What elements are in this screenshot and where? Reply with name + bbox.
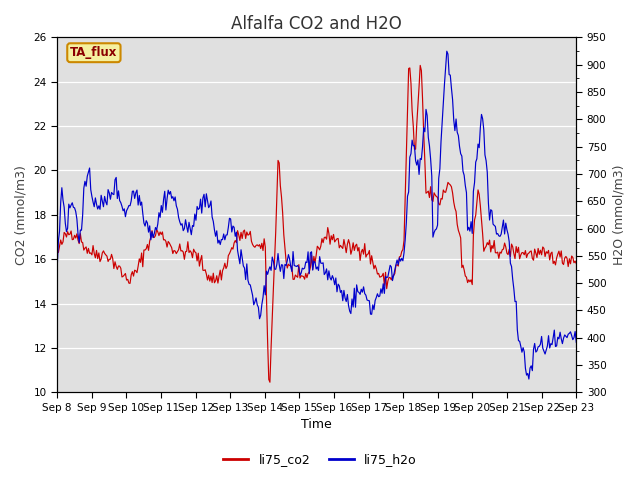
Y-axis label: CO2 (mmol/m3): CO2 (mmol/m3)	[15, 165, 28, 265]
Legend: li75_co2, li75_h2o: li75_co2, li75_h2o	[218, 448, 422, 471]
Y-axis label: H2O (mmol/m3): H2O (mmol/m3)	[612, 165, 625, 265]
Title: Alfalfa CO2 and H2O: Alfalfa CO2 and H2O	[232, 15, 402, 33]
Text: TA_flux: TA_flux	[70, 46, 118, 59]
X-axis label: Time: Time	[301, 419, 332, 432]
